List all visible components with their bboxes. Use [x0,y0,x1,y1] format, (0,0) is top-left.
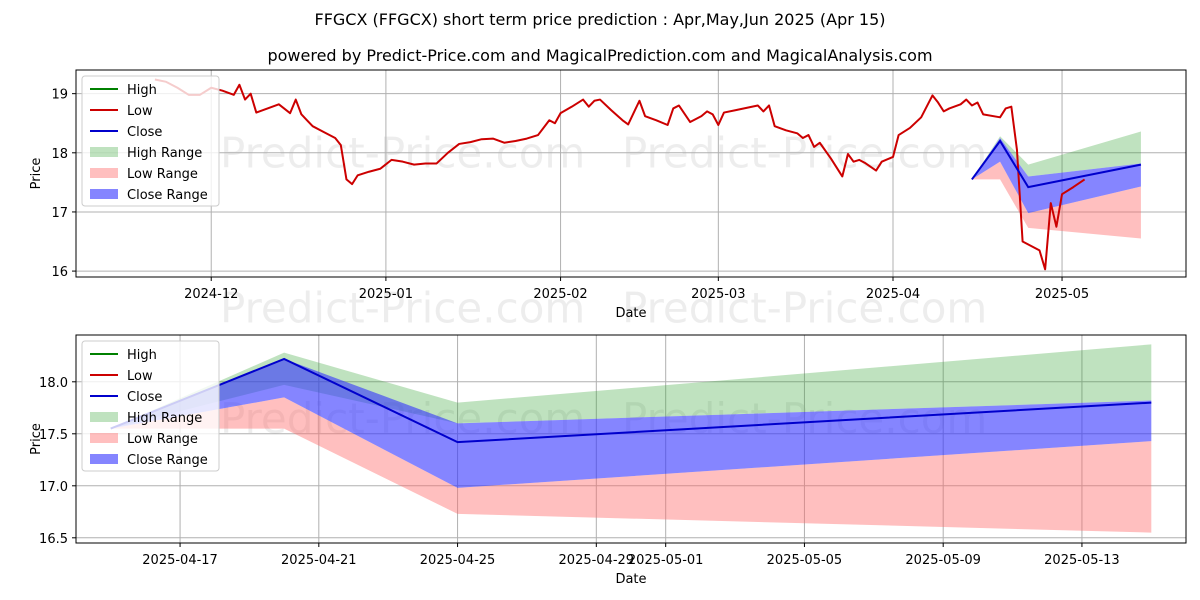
panel2-legend-swatch-close-range [90,454,118,464]
panel2-x-tick-label: 2025-04-25 [420,553,496,568]
panel2-legend-label-low: Low [127,369,153,384]
panel1-y-tick-label: 17 [51,206,68,221]
panel1-close-range-band [971,138,1141,214]
panel2-x-tick-label: 2025-04-21 [281,553,357,568]
panel2-legend-swatch-high-range [90,412,118,422]
panel1-x-tick-label: 2025-04 [866,287,920,302]
panel1-y-tick-label: 18 [51,147,68,162]
panel2-y-tick-label: 16.5 [39,532,68,547]
panel1-legend-label-low: Low [127,104,153,119]
panel1-plot-area [154,78,1142,271]
panel1-legend-label-close-range: Close Range [127,188,208,203]
panel2-legend-box [81,340,220,472]
panel2-x-axis-label: Date [615,572,646,587]
panel2-high-range-band [110,344,1152,429]
panel1-legend-swatch-close-range [90,189,118,199]
panel2-legend-label-high: High [127,348,157,363]
panel1-watermark: Predict-Price.com [220,284,585,333]
panel2-x-tick-label: 2025-05-01 [628,553,704,568]
panel2-x-tick-label: 2025-05-05 [767,553,843,568]
panel1-low-range-band [971,161,1141,239]
panel2-low-range-band [110,397,1152,533]
panel1-legend-box [81,75,220,207]
panel1-legend-label-high-range: High Range [127,146,202,161]
panel2-close-range-band [110,358,1152,488]
panel2-y-tick-label: 18.0 [39,376,68,391]
panel1-y-tick-label: 16 [51,265,68,280]
panel1-high-range-band [971,131,1141,180]
panel1-legend-label-low-range: Low Range [127,167,198,182]
panel1-x-tick-label: 2024-12 [184,287,238,302]
panel1-legend-swatch-low-range [90,168,118,178]
panel2-y-tick-label: 17.0 [39,480,68,495]
chart-subtitle: powered by Predict-Price.com and Magical… [267,46,933,65]
panel2-legend-swatch-low-range [90,433,118,443]
panel2-axes-frame [75,334,1187,544]
panel2-y-tick-label: 17.5 [39,428,68,443]
panel1-x-tick-label: 2025-03 [691,287,745,302]
panel1-legend-swatch-high-range [90,147,118,157]
panel1-x-tick-label: 2025-02 [533,287,587,302]
panel2-legend-label-low-range: Low Range [127,432,198,447]
panel1-close-series-line [971,139,1142,189]
panel1-y-tick-label: 19 [51,88,68,103]
panel2-legend-label-high-range: High Range [127,411,202,426]
panel1-watermark: Predict-Price.com [622,284,987,333]
panel2-x-tick-label: 2025-05-13 [1044,553,1120,568]
panel2-y-axis-label: Price [29,423,44,455]
panel1-x-tick-label: 2025-01 [359,287,413,302]
panel2-x-tick-label: 2025-04-29 [559,553,635,568]
panel1-legend-label-close: Close [127,125,162,140]
chart-title: FFGCX (FFGCX) short term price predictio… [314,10,886,29]
panel1-x-tick-label: 2025-05 [1035,287,1089,302]
panel1-y-axis-label: Price [29,158,44,190]
panel1-axes-frame [75,69,1187,278]
panel1-low-series-line [154,78,1086,271]
panel2-legend-label-close-range: Close Range [127,453,208,468]
panel2-x-tick-label: 2025-04-17 [142,553,218,568]
panel1-legend-label-high: High [127,83,157,98]
panel2-legend-label-close: Close [127,390,162,405]
panel2-x-tick-label: 2025-05-09 [905,553,981,568]
panel1-x-axis-label: Date [615,306,646,321]
